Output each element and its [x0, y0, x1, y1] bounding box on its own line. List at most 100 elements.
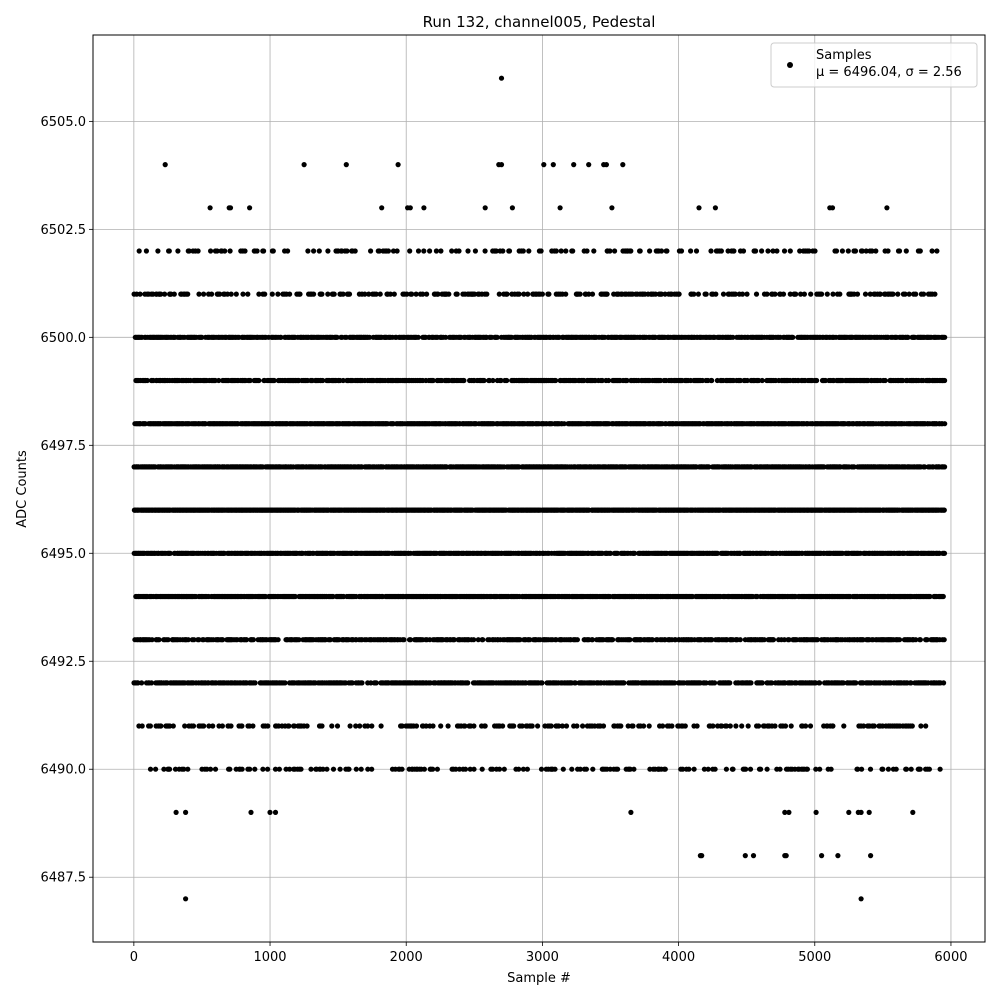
- data-point: [712, 680, 717, 685]
- data-point: [549, 723, 554, 728]
- data-point: [530, 723, 535, 728]
- data-point: [564, 723, 569, 728]
- data-point: [817, 767, 822, 772]
- data-point: [710, 723, 715, 728]
- data-point: [252, 767, 257, 772]
- data-point: [480, 637, 485, 642]
- data-point: [369, 767, 374, 772]
- data-point: [213, 767, 218, 772]
- data-point: [724, 767, 729, 772]
- data-point: [286, 723, 291, 728]
- data-point: [942, 551, 947, 556]
- data-point: [348, 723, 353, 728]
- data-point: [601, 723, 606, 728]
- data-point: [483, 723, 488, 728]
- data-point: [841, 723, 846, 728]
- data-point: [746, 723, 751, 728]
- data-point: [789, 723, 794, 728]
- data-point: [918, 723, 923, 728]
- data-point: [727, 680, 732, 685]
- data-point: [627, 637, 632, 642]
- data-point: [748, 680, 753, 685]
- data-point: [338, 767, 343, 772]
- data-point: [511, 723, 516, 728]
- data-point: [590, 767, 595, 772]
- data-point: [157, 637, 162, 642]
- data-point: [239, 723, 244, 728]
- data-point: [758, 767, 763, 772]
- data-point: [910, 723, 915, 728]
- data-point: [401, 637, 406, 642]
- data-point: [435, 767, 440, 772]
- data-point: [253, 680, 258, 685]
- data-point: [374, 680, 379, 685]
- data-point: [575, 637, 580, 642]
- data-point: [277, 767, 282, 772]
- data-point: [228, 723, 233, 728]
- data-point: [552, 767, 557, 772]
- data-point: [276, 637, 281, 642]
- data-point: [631, 767, 636, 772]
- data-point: [471, 767, 476, 772]
- data-point: [872, 723, 877, 728]
- data-point: [357, 723, 362, 728]
- data-point: [346, 767, 351, 772]
- data-point: [201, 723, 206, 728]
- data-point: [938, 767, 943, 772]
- data-point: [830, 723, 835, 728]
- data-point: [618, 723, 623, 728]
- data-point: [191, 723, 196, 728]
- data-point: [305, 723, 310, 728]
- data-point: [669, 723, 674, 728]
- data-point: [497, 767, 502, 772]
- data-point: [158, 723, 163, 728]
- data-point: [139, 680, 144, 685]
- data-point: [260, 767, 265, 772]
- data-point: [738, 637, 743, 642]
- data-point: [399, 767, 404, 772]
- data-point: [359, 767, 364, 772]
- data-point: [471, 723, 476, 728]
- data-point: [500, 723, 505, 728]
- data-point: [941, 680, 946, 685]
- data-point: [686, 767, 691, 772]
- data-point: [706, 767, 711, 772]
- data-point: [733, 723, 738, 728]
- data-point: [502, 767, 507, 772]
- data-point: [250, 723, 255, 728]
- data-point: [683, 723, 688, 728]
- data-point: [853, 680, 858, 685]
- data-point: [829, 767, 834, 772]
- data-point: [208, 767, 213, 772]
- data-point: [909, 767, 914, 772]
- data-point: [569, 767, 574, 772]
- data-point: [319, 723, 324, 728]
- data-point: [923, 723, 928, 728]
- data-point: [446, 723, 451, 728]
- data-point: [772, 723, 777, 728]
- data-point: [282, 680, 287, 685]
- data-point: [329, 723, 334, 728]
- data-point: [465, 680, 470, 685]
- data-point: [430, 767, 435, 772]
- data-point: [354, 767, 359, 772]
- data-point: [471, 637, 476, 642]
- data-point: [167, 767, 172, 772]
- data-point: [463, 767, 468, 772]
- data-point: [220, 723, 225, 728]
- data-point: [584, 767, 589, 772]
- data-point: [803, 723, 808, 728]
- data-point: [324, 767, 329, 772]
- data-point: [859, 767, 864, 772]
- data-point: [539, 680, 544, 685]
- data-point: [660, 723, 665, 728]
- data-point: [777, 767, 782, 772]
- data-point: [580, 723, 585, 728]
- data-point: [265, 767, 270, 772]
- data-point: [739, 723, 744, 728]
- data-point: [942, 637, 947, 642]
- data-point: [247, 767, 252, 772]
- data-point: [251, 637, 256, 642]
- data-point: [148, 767, 153, 772]
- data-point: [894, 767, 899, 772]
